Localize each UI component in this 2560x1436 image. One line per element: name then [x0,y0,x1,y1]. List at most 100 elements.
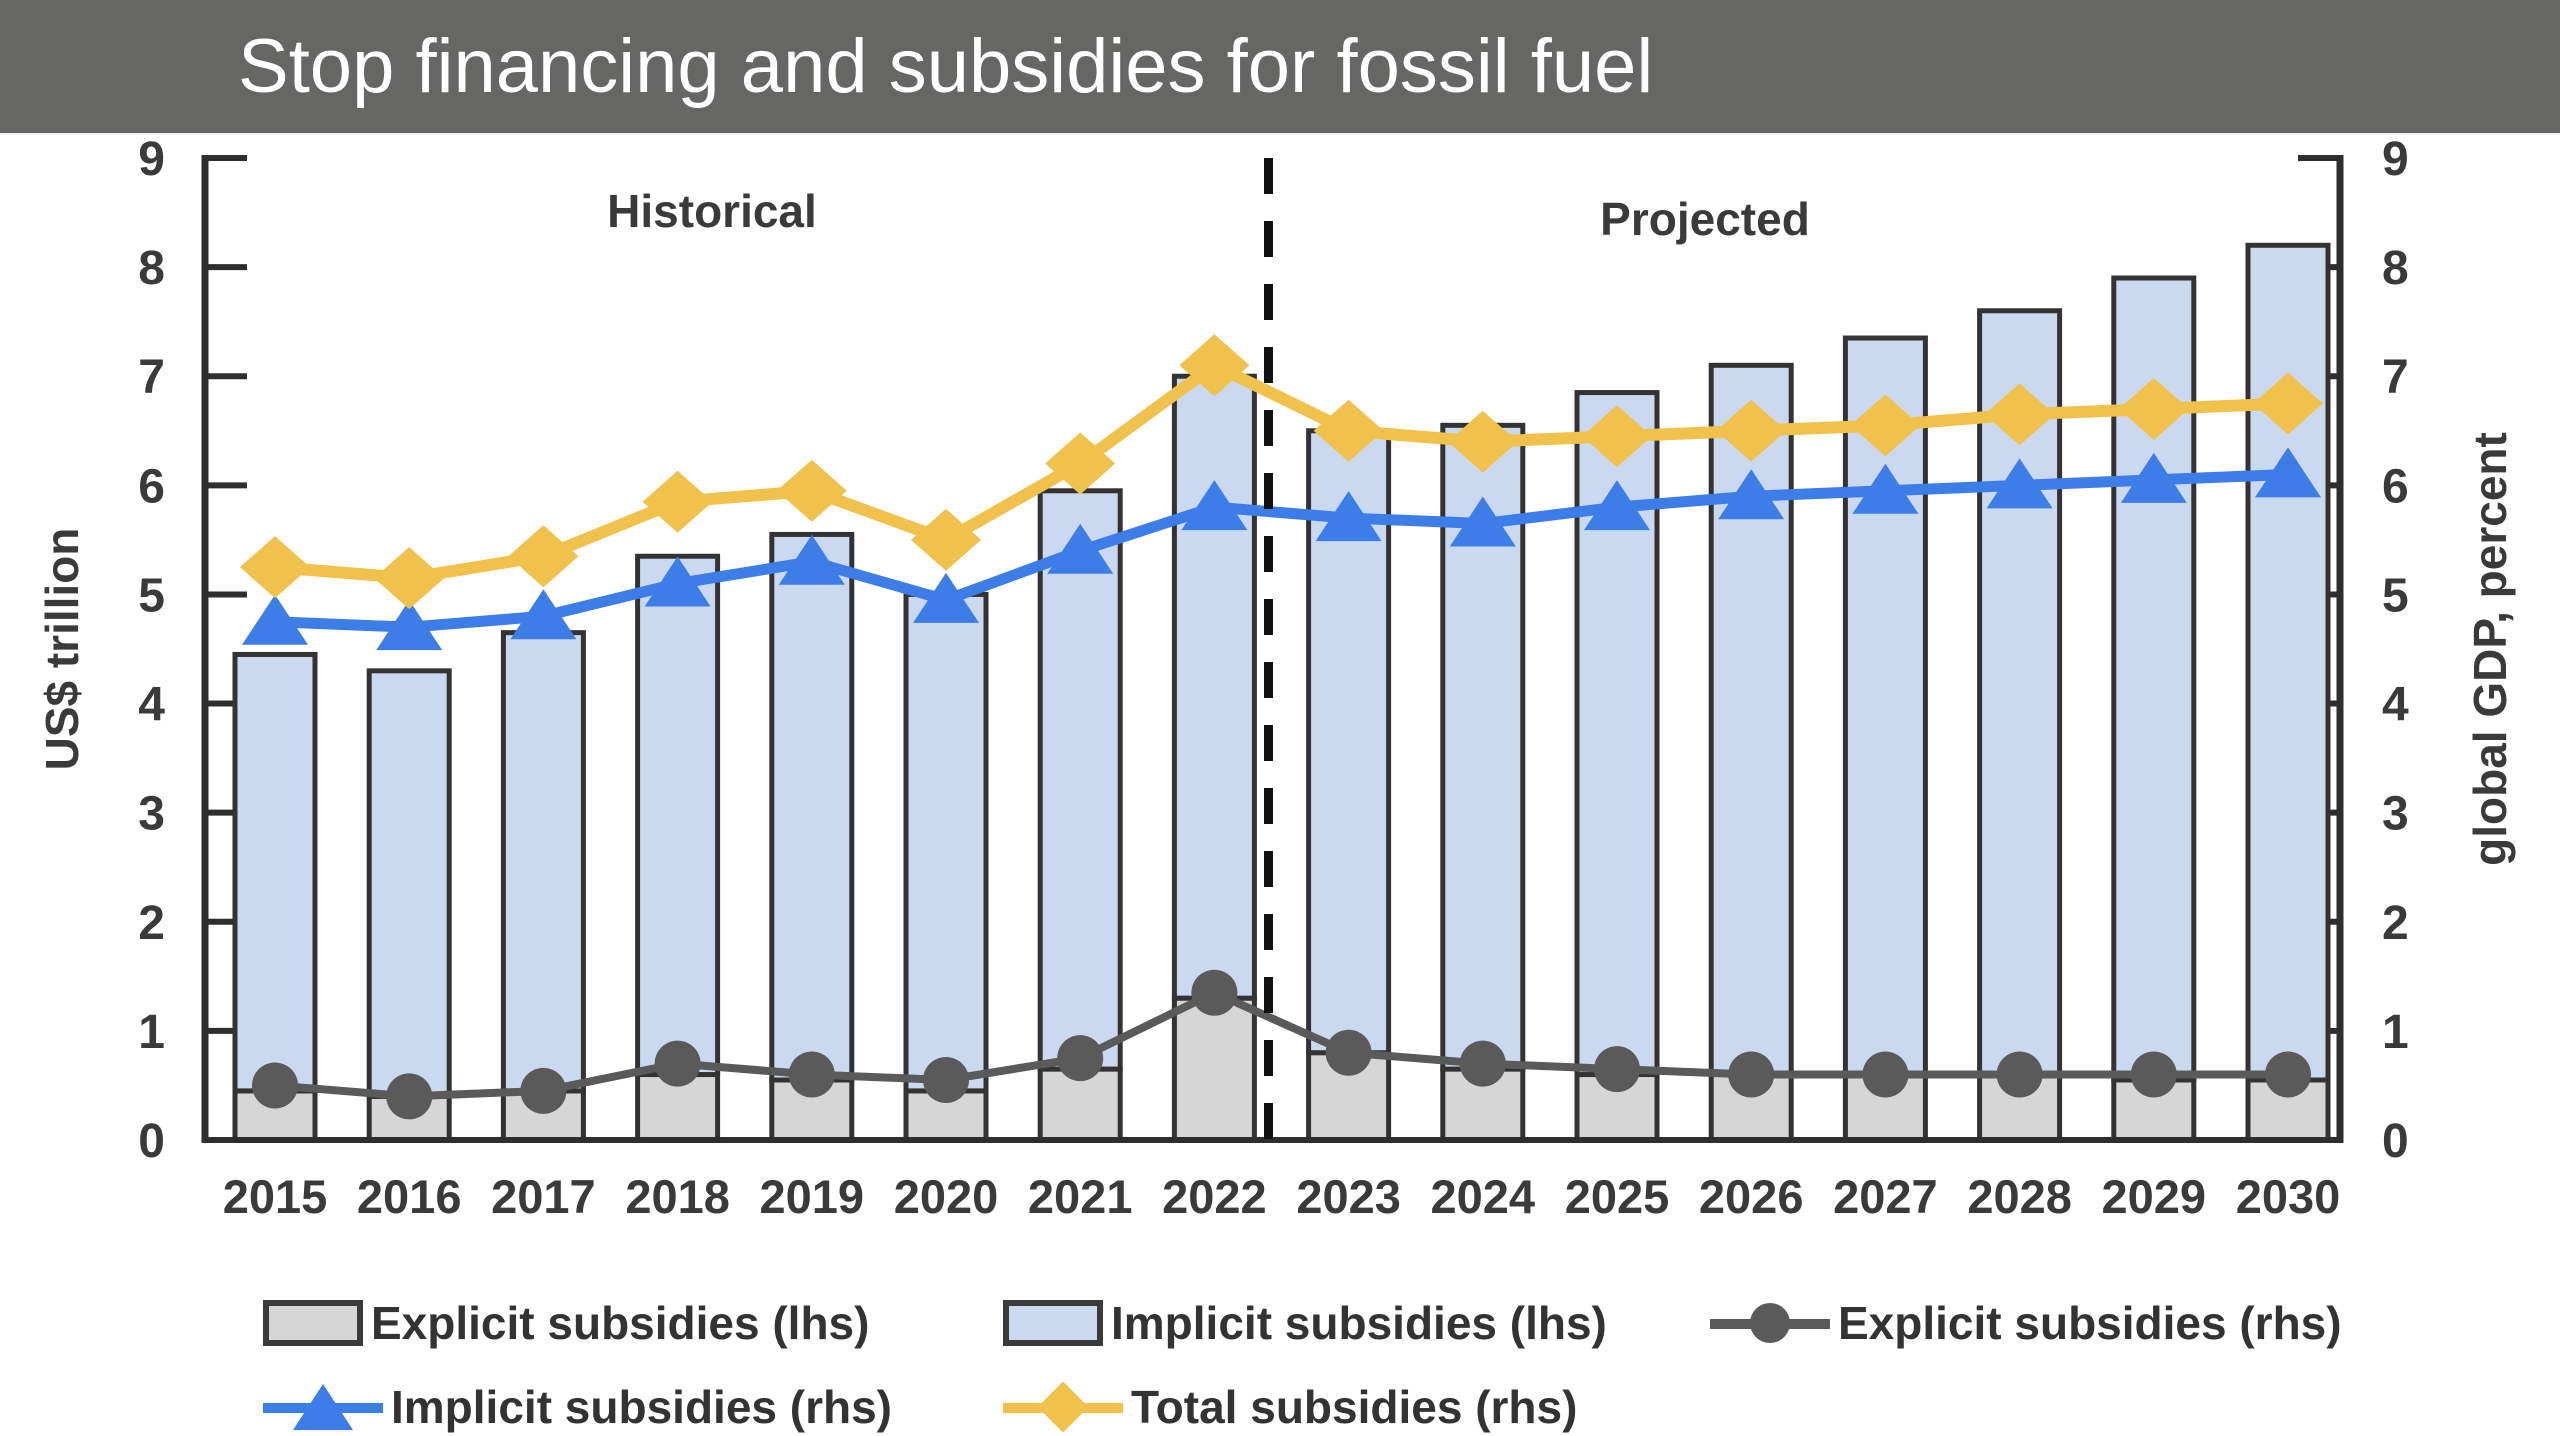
circle-marker-2015 [252,1062,298,1109]
left-axis-label-2: 2 [138,897,165,950]
circle-marker-2028 [1996,1051,2043,1098]
bar-2021-implicit [1037,488,1123,1072]
circle-marker-2021 [1057,1035,1104,1082]
legend-label: Implicit subsidies (lhs) [1111,1297,1607,1349]
left-axis-label-4: 4 [138,679,165,732]
x-label-2022: 2022 [1162,1170,1267,1223]
diamond-marker-2027 [1850,394,1921,457]
diamond-marker-2026 [1716,399,1787,462]
right-axis-label-1: 1 [2382,1006,2409,1059]
triangle-marker-2020 [913,572,979,623]
right-axis-label-7: 7 [2382,351,2409,404]
x-label-2017: 2017 [491,1170,596,1223]
triangle-line [274,468,2289,633]
x-label-2029: 2029 [2102,1170,2207,1223]
left-axis-label-0: 0 [138,1115,165,1168]
explicit-bar-swatch-icon [263,1300,363,1346]
legend-label: Explicit subsidies (lhs) [371,1297,870,1349]
right-axis-label-9: 9 [2382,135,2409,186]
bar-2017-implicit [500,630,586,1094]
left-axis-label-8: 8 [138,242,165,295]
x-label-2028: 2028 [1967,1170,2072,1223]
x-label-2027: 2027 [1833,1170,1938,1223]
legend-item-implicit-lhs: Implicit subsidies (lhs) [1003,1294,1607,1352]
right-axis-label-2: 2 [2382,897,2409,950]
diamond-marker-2015 [240,536,310,599]
diamond-marker-2030 [2253,372,2323,435]
circle-marker-2017 [520,1067,567,1114]
diamond-marker-icon [1037,1381,1089,1433]
x-label-2025: 2025 [1565,1170,1670,1223]
circle-marker-2020 [923,1056,969,1103]
x-label-2026: 2026 [1699,1170,1804,1223]
circle-marker-2024 [1459,1040,1506,1087]
circle-marker-2029 [2130,1051,2177,1098]
bar-2015-implicit [232,651,318,1094]
left-axis-title: US$ trillion [36,528,88,771]
x-label-2024: 2024 [1431,1170,1536,1223]
diamond-marker-2016 [374,547,445,610]
circle-marker-2025 [1594,1046,1640,1093]
x-label-2023: 2023 [1296,1170,1401,1223]
triangle-line-marker-icon [263,1378,383,1436]
triangle-marker-2026 [1718,469,1785,520]
diamond-marker-2029 [2118,377,2189,440]
diamond-marker-2019 [776,459,847,522]
fossil-fuel-subsidies-chart: 0 1 2 3 4 5 6 7 8 9 0 1 2 3 4 5 6 7 8 9 US$ trillion global G… [36,135,2516,1223]
legend-item-explicit-lhs: Explicit subsidies (lhs) [263,1294,869,1352]
historical-label: Historical [607,185,817,237]
x-label-2016: 2016 [357,1170,462,1223]
triangle-marker-2024 [1449,496,1516,547]
diamond-marker-2022 [1179,334,1250,397]
triangle-marker-2021 [1047,523,1114,574]
triangle-marker-2022 [1181,480,1248,531]
bar-2019-implicit [769,531,855,1083]
triangle-marker-2027 [1852,463,1919,514]
triangle-marker-2029 [2120,452,2187,503]
right-axis-label-4: 4 [2382,679,2409,732]
left-axis-label-9: 9 [138,135,165,186]
triangle-marker-icon [293,1384,353,1430]
right-axis-label-0: 0 [2382,1115,2409,1168]
left-axis-label-3: 3 [138,788,165,841]
bar-2020-implicit [903,591,989,1094]
circle-marker-2016 [386,1073,433,1120]
diamond-marker-2021 [1045,432,1116,495]
diamond-line-marker-icon [1003,1378,1123,1436]
title-bar: Stop financing and subsidies for fossil … [0,0,2560,135]
legend-item-implicit-rhs: Implicit subsidies (rhs) [263,1378,892,1436]
legend-label: Explicit subsidies (rhs) [1838,1297,2342,1349]
diamond-marker-2018 [642,470,713,533]
triangle-marker-2028 [1986,458,2053,509]
diamond-marker-2023 [1313,399,1384,462]
circle-marker-2018 [654,1040,701,1087]
triangle-marker-2015 [242,594,308,645]
left-axis-label-5: 5 [138,569,165,622]
x-label-2019: 2019 [760,1170,865,1223]
circle-marker-2027 [1862,1051,1909,1098]
circle-line-marker-icon [1710,1294,1830,1352]
triangle-marker-2018 [644,556,711,607]
circle-marker-icon [1750,1303,1790,1343]
diamond-marker-2028 [1984,383,2055,446]
right-axis-label-3: 3 [2382,788,2409,841]
bar-2022-explicit [1171,995,1257,1143]
diamond-line [274,359,2289,585]
circle-marker-2023 [1325,1029,1372,1076]
implicit-bar-swatch-icon [1003,1300,1103,1346]
circle-marker-2022 [1191,969,1238,1016]
legend-label: Total subsidies (rhs) [1131,1381,1578,1433]
left-axis-label-1: 1 [138,1006,165,1059]
bar-2022-implicit [1171,373,1257,1001]
bar-2018-implicit [635,553,721,1078]
right-axis-label-5: 5 [2382,569,2409,622]
circle-marker-2019 [788,1051,835,1098]
triangle-marker-2030 [2255,447,2321,498]
right-axis-label-8: 8 [2382,242,2409,295]
circle-marker-2026 [1728,1051,1775,1098]
projected-label: Projected [1600,193,1810,245]
page-title: Stop financing and subsidies for fossil … [238,24,1654,109]
legend-item-explicit-rhs: Explicit subsidies (rhs) [1710,1294,2342,1352]
diamond-marker-2024 [1447,410,1518,473]
